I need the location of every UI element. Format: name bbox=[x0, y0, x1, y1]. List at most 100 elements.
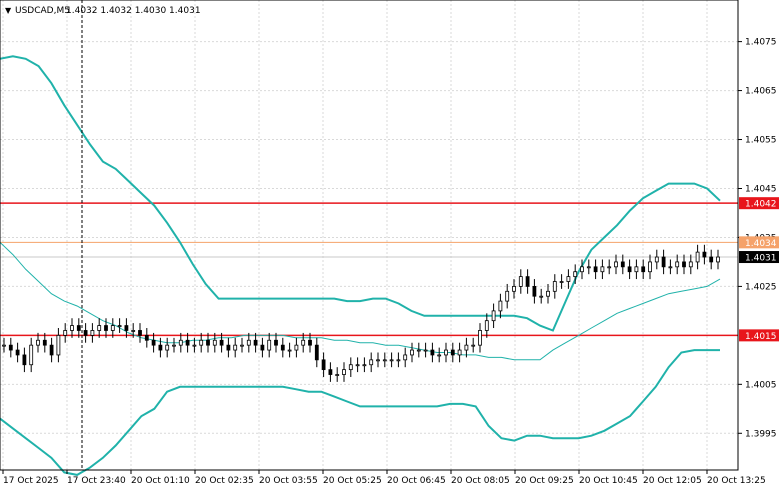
level-price-tag bbox=[739, 197, 779, 210]
candle-body bbox=[206, 339, 210, 346]
x-tick-label: 17 Oct 2025 bbox=[3, 476, 59, 486]
candle-body bbox=[634, 266, 639, 273]
candle-body bbox=[586, 266, 591, 269]
candle-body bbox=[185, 339, 190, 346]
candle-body bbox=[668, 266, 673, 269]
candle-body bbox=[450, 349, 455, 356]
candle-body bbox=[178, 339, 183, 346]
candle-body bbox=[566, 276, 571, 282]
price-candles bbox=[2, 244, 720, 382]
candle-body bbox=[498, 300, 503, 312]
candle-body bbox=[593, 266, 598, 273]
ohlc-readout: 1.4032 1.4032 1.4030 1.4031 bbox=[66, 6, 201, 16]
bollinger-lower-line bbox=[0, 349, 720, 476]
candle-body bbox=[607, 266, 612, 269]
candle-body bbox=[22, 354, 27, 366]
candle-body bbox=[682, 261, 686, 268]
level-price-label: 1.4034 bbox=[745, 239, 777, 249]
y-tick-label: 1.4075 bbox=[745, 38, 777, 48]
candle-body bbox=[512, 286, 516, 292]
candle-body bbox=[627, 266, 632, 273]
candle-body bbox=[471, 344, 476, 347]
candle-body bbox=[233, 344, 238, 351]
y-tick-label: 1.3995 bbox=[745, 429, 777, 439]
candle-body bbox=[709, 256, 714, 263]
candle-body bbox=[525, 276, 530, 287]
candle-body bbox=[546, 290, 550, 297]
collapse-icon[interactable]: ▼ bbox=[5, 6, 12, 15]
candle-body bbox=[376, 359, 380, 362]
candle-body bbox=[56, 334, 61, 356]
grid bbox=[0, 0, 738, 470]
x-tick-label: 20 Oct 13:25 bbox=[707, 476, 766, 486]
x-tick-label: 20 Oct 05:25 bbox=[323, 476, 382, 486]
candle-body bbox=[267, 339, 272, 351]
candle-body bbox=[369, 359, 374, 366]
candle-body bbox=[287, 349, 292, 352]
candle-body bbox=[260, 344, 265, 351]
candle-body bbox=[444, 349, 448, 356]
candle-body bbox=[389, 359, 394, 362]
y-tick-label: 1.4025 bbox=[745, 282, 777, 292]
price-labels: 1.4042 1.4034 1.4015 1.4031 bbox=[739, 197, 779, 342]
candle-body bbox=[151, 339, 156, 346]
candle-body bbox=[532, 286, 537, 297]
candle-body bbox=[464, 344, 469, 351]
x-tick-label: 20 Oct 08:05 bbox=[451, 476, 510, 486]
candle-body bbox=[382, 359, 387, 362]
candle-body bbox=[219, 339, 224, 346]
candle-body bbox=[620, 261, 625, 268]
candle-body bbox=[396, 359, 401, 362]
candle-body bbox=[505, 290, 510, 302]
horizontal-levels[interactable] bbox=[0, 202, 738, 337]
candle-body bbox=[600, 266, 605, 273]
level-price-label: 1.4015 bbox=[745, 332, 777, 342]
candle-body bbox=[70, 325, 74, 331]
candle-body bbox=[648, 261, 652, 273]
candle-body bbox=[192, 344, 197, 347]
plot-frame bbox=[0, 0, 739, 471]
candle-body bbox=[423, 349, 428, 352]
current-price-tag bbox=[739, 251, 779, 264]
candle-body bbox=[410, 349, 414, 356]
current-price-label: 1.4031 bbox=[745, 254, 777, 264]
candle-body bbox=[314, 344, 319, 361]
x-tick-label: 20 Oct 12:05 bbox=[643, 476, 702, 486]
candle-body bbox=[76, 325, 81, 331]
bollinger-upper-line bbox=[0, 55, 721, 332]
candle-body bbox=[342, 369, 346, 375]
candle-body bbox=[63, 330, 68, 336]
candle-body bbox=[348, 364, 353, 371]
candle-body bbox=[675, 261, 680, 268]
candle-body bbox=[124, 325, 129, 331]
candle-body bbox=[2, 344, 6, 347]
candle-body bbox=[138, 330, 142, 336]
y-tick-label: 1.4065 bbox=[745, 87, 777, 97]
candle-body bbox=[457, 349, 462, 356]
candle-body bbox=[49, 344, 54, 356]
candle-body bbox=[294, 344, 299, 351]
candle-body bbox=[226, 344, 231, 351]
candle-body bbox=[199, 339, 204, 346]
candle-body bbox=[716, 256, 720, 263]
candle-body bbox=[484, 320, 489, 331]
candle-body bbox=[212, 339, 217, 346]
candle-body bbox=[573, 271, 578, 278]
candle-body bbox=[246, 339, 251, 346]
x-tick-label: 17 Oct 23:40 bbox=[67, 476, 126, 486]
x-tick-label: 20 Oct 03:55 bbox=[259, 476, 318, 486]
candle-body bbox=[104, 325, 108, 331]
candle-body bbox=[355, 364, 360, 367]
candle-body bbox=[97, 325, 102, 331]
candle-body bbox=[688, 261, 693, 268]
candle-body bbox=[362, 364, 367, 367]
candle-body bbox=[83, 330, 88, 336]
x-tick-label: 20 Oct 06:45 bbox=[387, 476, 446, 486]
y-tick-label: 1.4055 bbox=[745, 136, 777, 146]
candle-body bbox=[559, 281, 564, 283]
candle-body bbox=[539, 295, 544, 298]
candle-body bbox=[321, 359, 326, 371]
candle-body bbox=[172, 344, 176, 347]
candle-body bbox=[328, 369, 333, 375]
